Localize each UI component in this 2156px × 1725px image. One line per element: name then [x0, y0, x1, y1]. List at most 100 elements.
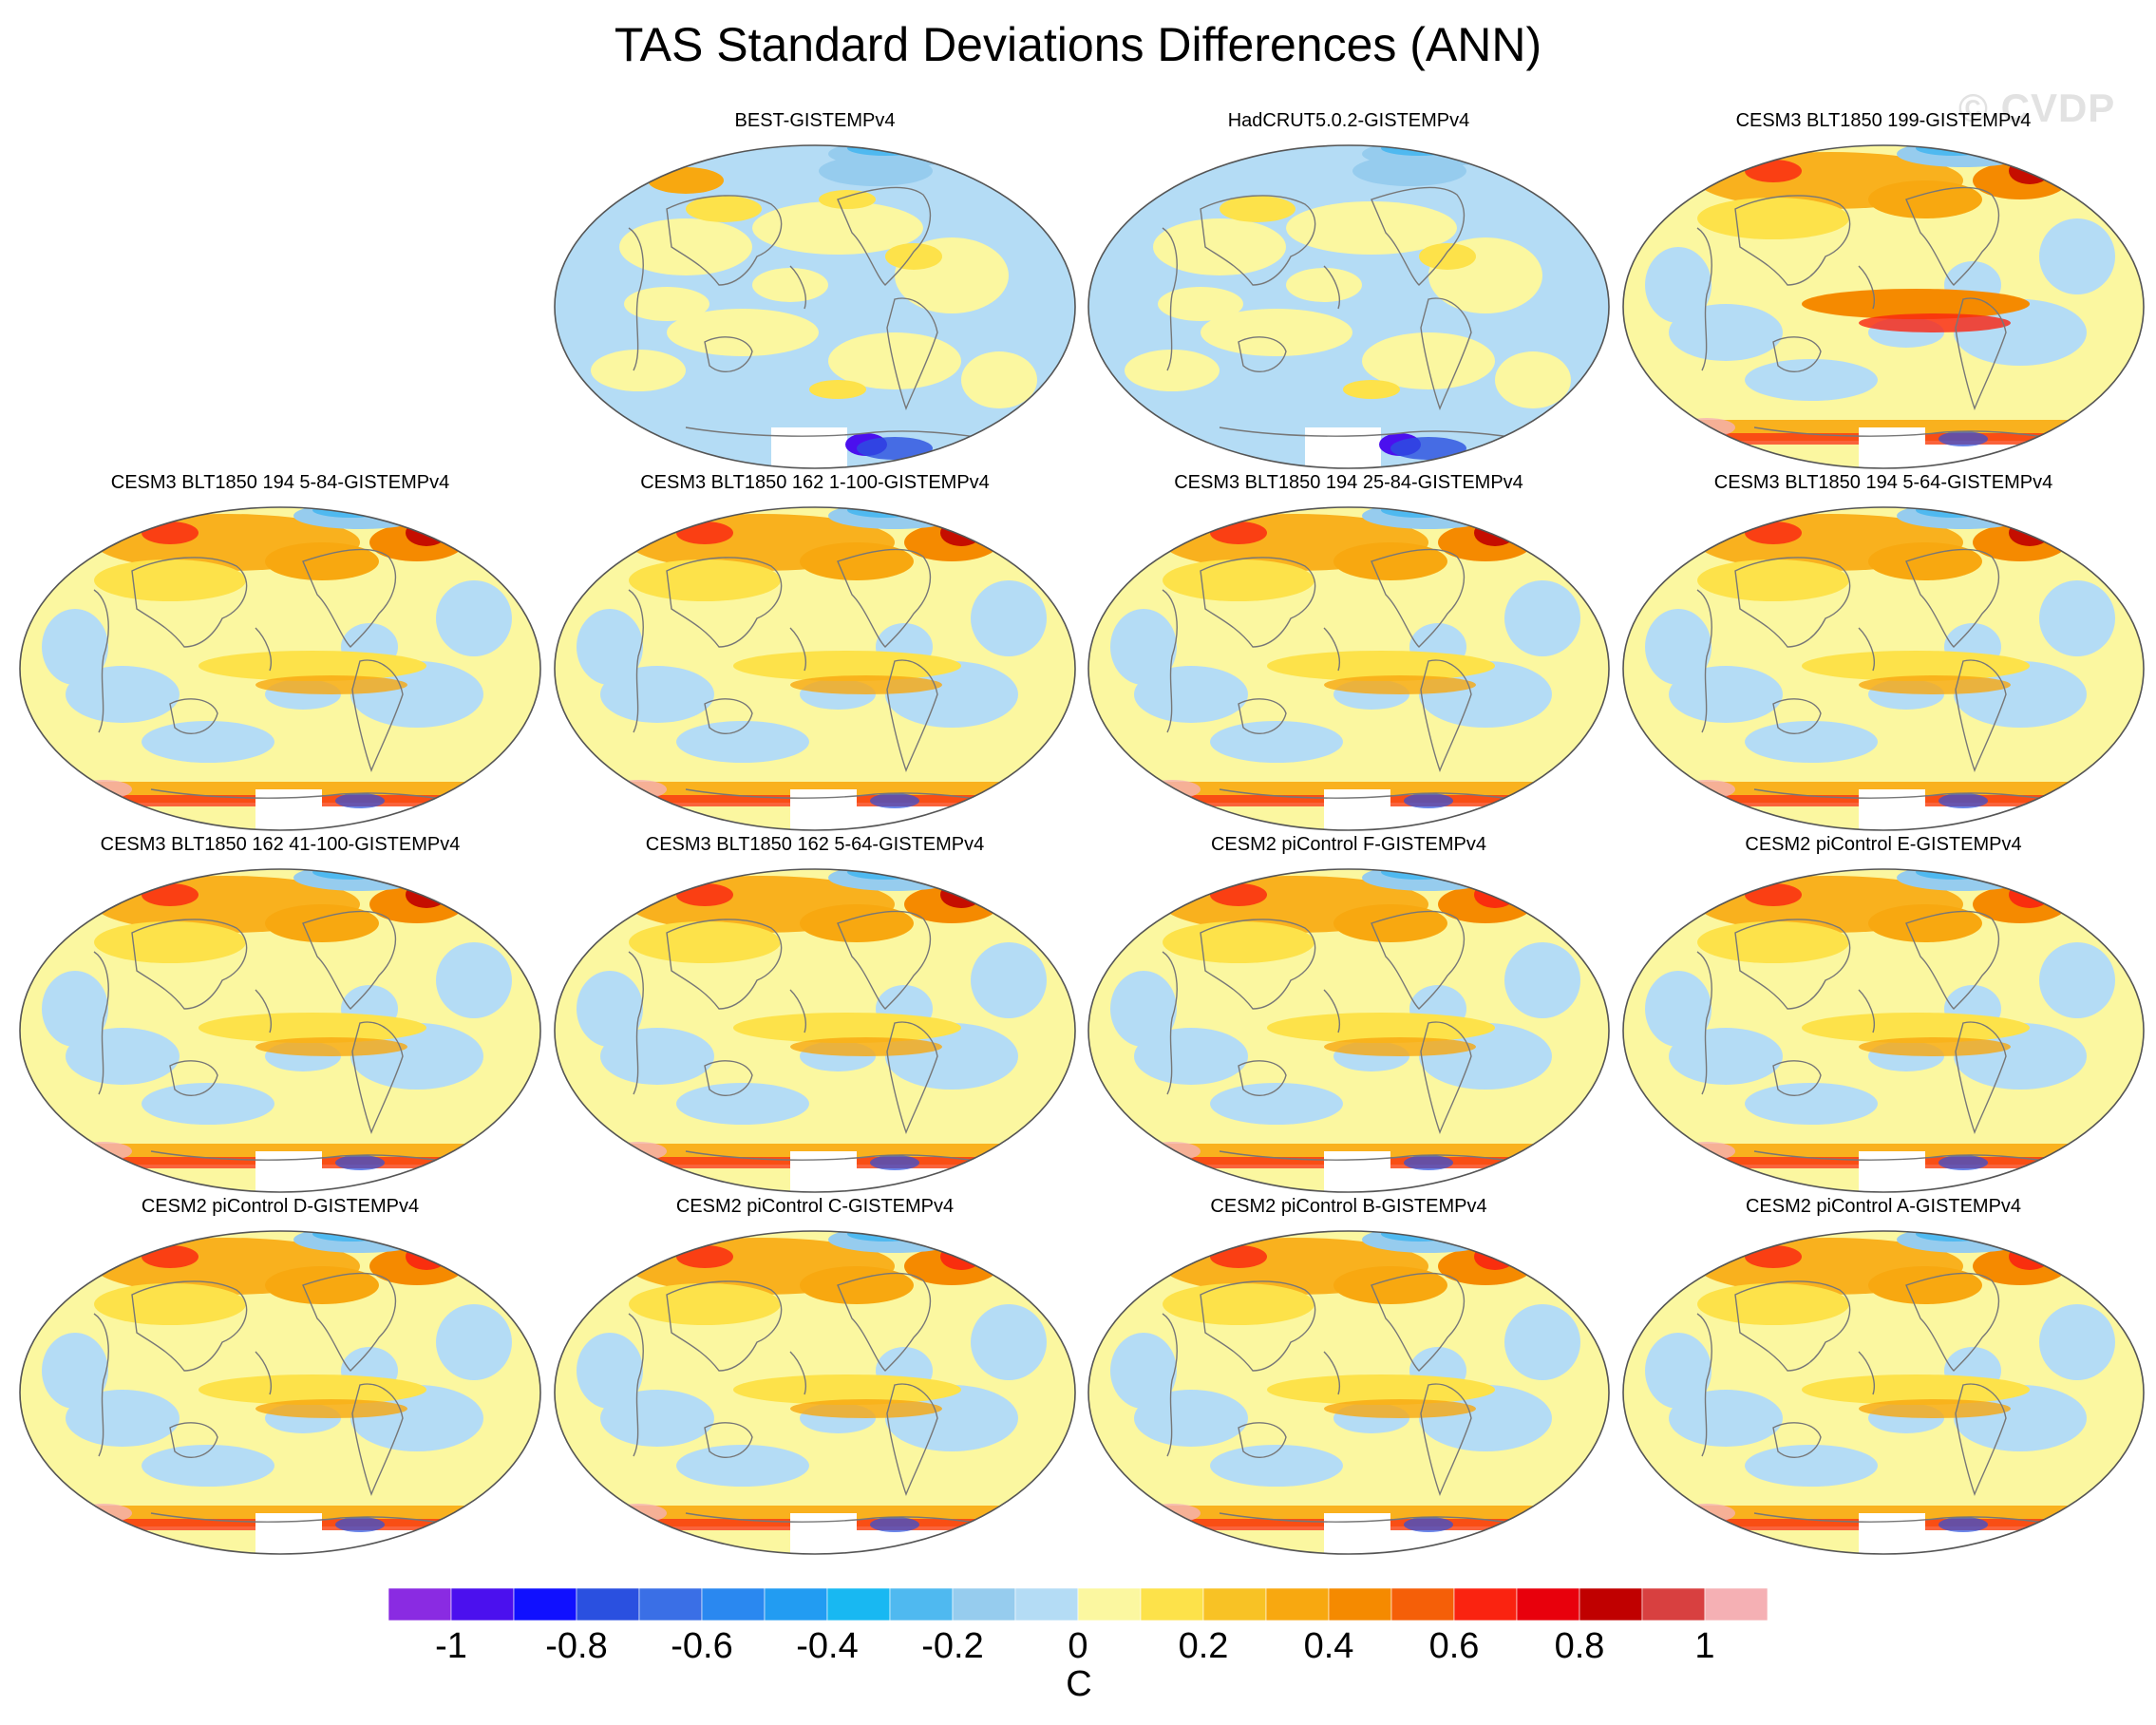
colorbar-swatch: [1140, 1588, 1204, 1621]
panel-title: CESM2 piControl B-GISTEMPv4: [1210, 1196, 1487, 1217]
panel-title: CESM3 BLT1850 194 5-84-GISTEMPv4: [110, 472, 450, 493]
colorbar-swatch: [1579, 1588, 1643, 1621]
colorbar: [388, 1588, 1768, 1621]
map-outline: [1087, 1230, 1610, 1555]
robinson-map: [1622, 1230, 2145, 1555]
map-outline: [19, 1230, 541, 1555]
colorbar-swatch: [1202, 1588, 1267, 1621]
colorbar-tick-label: -1: [435, 1626, 467, 1666]
robinson-map: [19, 868, 541, 1193]
colorbar-tick-label: 0.8: [1554, 1626, 1605, 1666]
anomaly-field: [555, 507, 1075, 830]
panel-title: HadCRUT5.0.2-GISTEMPv4: [1227, 110, 1470, 131]
anomaly-field: [1088, 869, 1609, 1192]
colorbar-swatch: [1390, 1588, 1455, 1621]
map-panel: CESM3 BLT1850 162 1-100-GISTEMPv4: [553, 472, 1077, 833]
colorbar-swatch: [513, 1588, 577, 1621]
map-outline: [554, 144, 1076, 469]
colorbar-swatch: [1077, 1588, 1142, 1621]
map-panel: CESM3 BLT1850 194 5-64-GISTEMPv4: [1621, 472, 2146, 833]
map-panel: CESM2 piControl A-GISTEMPv4: [1621, 1196, 2146, 1557]
panel-title: CESM2 piControl C-GISTEMPv4: [675, 1196, 955, 1217]
map-panel: CESM3 BLT1850 194 25-84-GISTEMPv4: [1087, 472, 1611, 833]
colorbar-swatch: [1516, 1588, 1580, 1621]
panel-title: CESM2 piControl A-GISTEMPv4: [1745, 1196, 2022, 1217]
map-outline: [1087, 868, 1610, 1193]
colorbar-swatch: [450, 1588, 515, 1621]
map-outline: [1622, 144, 2145, 469]
colorbar-tick-label: 1: [1694, 1626, 1715, 1666]
colorbar-swatch: [576, 1588, 640, 1621]
panel-title: CESM3 BLT1850 199-GISTEMPv4: [1735, 110, 2032, 131]
anomaly-field: [555, 145, 1075, 468]
colorbar-units-label: C: [1066, 1664, 1092, 1704]
map-outline: [1622, 868, 2145, 1193]
panel-title: CESM2 piControl D-GISTEMPv4: [141, 1196, 420, 1217]
colorbar-swatch: [764, 1588, 828, 1621]
colorbar-swatch: [1704, 1588, 1768, 1621]
panel-title: CESM3 BLT1850 162 41-100-GISTEMPv4: [100, 834, 461, 855]
robinson-map: [19, 506, 541, 831]
panel-title: CESM3 BLT1850 194 25-84-GISTEMPv4: [1174, 472, 1523, 493]
colorbar-tick-label: -0.2: [921, 1626, 984, 1666]
watermark: © CVDP: [1958, 85, 2116, 130]
map-outline: [1622, 506, 2145, 831]
anomaly-field: [1623, 145, 2144, 468]
map-panel: CESM3 BLT1850 162 41-100-GISTEMPv4: [18, 834, 542, 1195]
robinson-map: [1087, 868, 1610, 1193]
colorbar-swatch: [826, 1588, 891, 1621]
robinson-map: [1622, 868, 2145, 1193]
figure-title: TAS Standard Deviations Differences (ANN…: [614, 18, 1542, 71]
map-panel: CESM3 BLT1850 199-GISTEMPv4: [1621, 110, 2146, 471]
map-outline: [19, 868, 541, 1193]
robinson-map: [1087, 1230, 1610, 1555]
colorbar-swatch: [1014, 1588, 1079, 1621]
map-panel: CESM3 BLT1850 162 5-64-GISTEMPv4: [553, 834, 1077, 1195]
anomaly-field: [1623, 869, 2144, 1192]
colorbar-swatch: [1453, 1588, 1518, 1621]
map-panel: HadCRUT5.0.2-GISTEMPv4: [1087, 110, 1611, 471]
robinson-map: [1622, 506, 2145, 831]
map-panel: CESM3 BLT1850 194 5-84-GISTEMPv4: [18, 472, 542, 833]
colorbar-tick-label: -0.8: [545, 1626, 608, 1666]
colorbar-swatch: [1265, 1588, 1330, 1621]
robinson-map: [554, 144, 1076, 469]
panel-title: CESM2 piControl E-GISTEMPv4: [1745, 834, 2022, 855]
map-outline: [554, 868, 1076, 1193]
map-panel: CESM2 piControl F-GISTEMPv4: [1087, 834, 1611, 1195]
panel-title: CESM3 BLT1850 162 5-64-GISTEMPv4: [645, 834, 985, 855]
panel-title: CESM2 piControl F-GISTEMPv4: [1210, 834, 1487, 855]
robinson-map: [19, 1230, 541, 1555]
map-panel: CESM2 piControl E-GISTEMPv4: [1621, 834, 2146, 1195]
colorbar-tick-label: -0.4: [796, 1626, 859, 1666]
map-outline: [1622, 1230, 2145, 1555]
panel-title: BEST-GISTEMPv4: [734, 110, 896, 131]
panel-title: CESM3 BLT1850 162 1-100-GISTEMPv4: [640, 472, 990, 493]
colorbar-tick-label: -0.6: [671, 1626, 733, 1666]
robinson-map: [1622, 144, 2145, 469]
map-outline: [1087, 506, 1610, 831]
map-panel: CESM2 piControl B-GISTEMPv4: [1087, 1196, 1611, 1557]
map-outline: [19, 506, 541, 831]
map-panel: CESM2 piControl D-GISTEMPv4: [18, 1196, 542, 1557]
colorbar-swatch: [701, 1588, 766, 1621]
robinson-map: [1087, 506, 1610, 831]
colorbar-swatch: [388, 1588, 452, 1621]
colorbar-swatch: [1641, 1588, 1706, 1621]
map-outline: [554, 506, 1076, 831]
map-panel: BEST-GISTEMPv4: [553, 110, 1077, 471]
colorbar-swatch: [638, 1588, 703, 1621]
map-panel: CESM2 piControl C-GISTEMPv4: [553, 1196, 1077, 1557]
anomaly-field: [1623, 1231, 2144, 1554]
robinson-map: [554, 868, 1076, 1193]
map-outline: [1087, 144, 1610, 469]
map-outline: [554, 1230, 1076, 1555]
robinson-map: [1087, 144, 1610, 469]
robinson-map: [554, 506, 1076, 831]
colorbar-swatch: [889, 1588, 954, 1621]
colorbar-tick-label: 0.4: [1303, 1626, 1354, 1666]
colorbar-swatch: [1328, 1588, 1392, 1621]
anomaly-field: [20, 869, 540, 1192]
panel-title: CESM3 BLT1850 194 5-64-GISTEMPv4: [1713, 472, 2053, 493]
robinson-map: [554, 1230, 1076, 1555]
